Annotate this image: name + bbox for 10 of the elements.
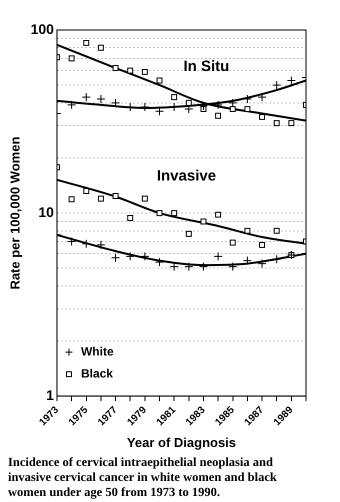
y-tick-label: 1 xyxy=(46,387,54,404)
legend-label: White xyxy=(80,344,114,358)
legend-label: Black xyxy=(80,366,114,380)
annotation: Invasive xyxy=(156,168,216,185)
y-tick-label: 100 xyxy=(30,20,54,37)
y-tick-label: 10 xyxy=(38,204,54,220)
annotation: In Situ xyxy=(183,58,230,75)
x-axis-title: Year of Diagnosis xyxy=(126,434,236,450)
text: Incidence of cervical intraepithelial neoplasia and invasive cervical cancer in white women and black women under age 50 from 1973 to 1990. xyxy=(8,455,278,500)
y-axis-title: Rate per 100,000 Women xyxy=(7,136,22,290)
